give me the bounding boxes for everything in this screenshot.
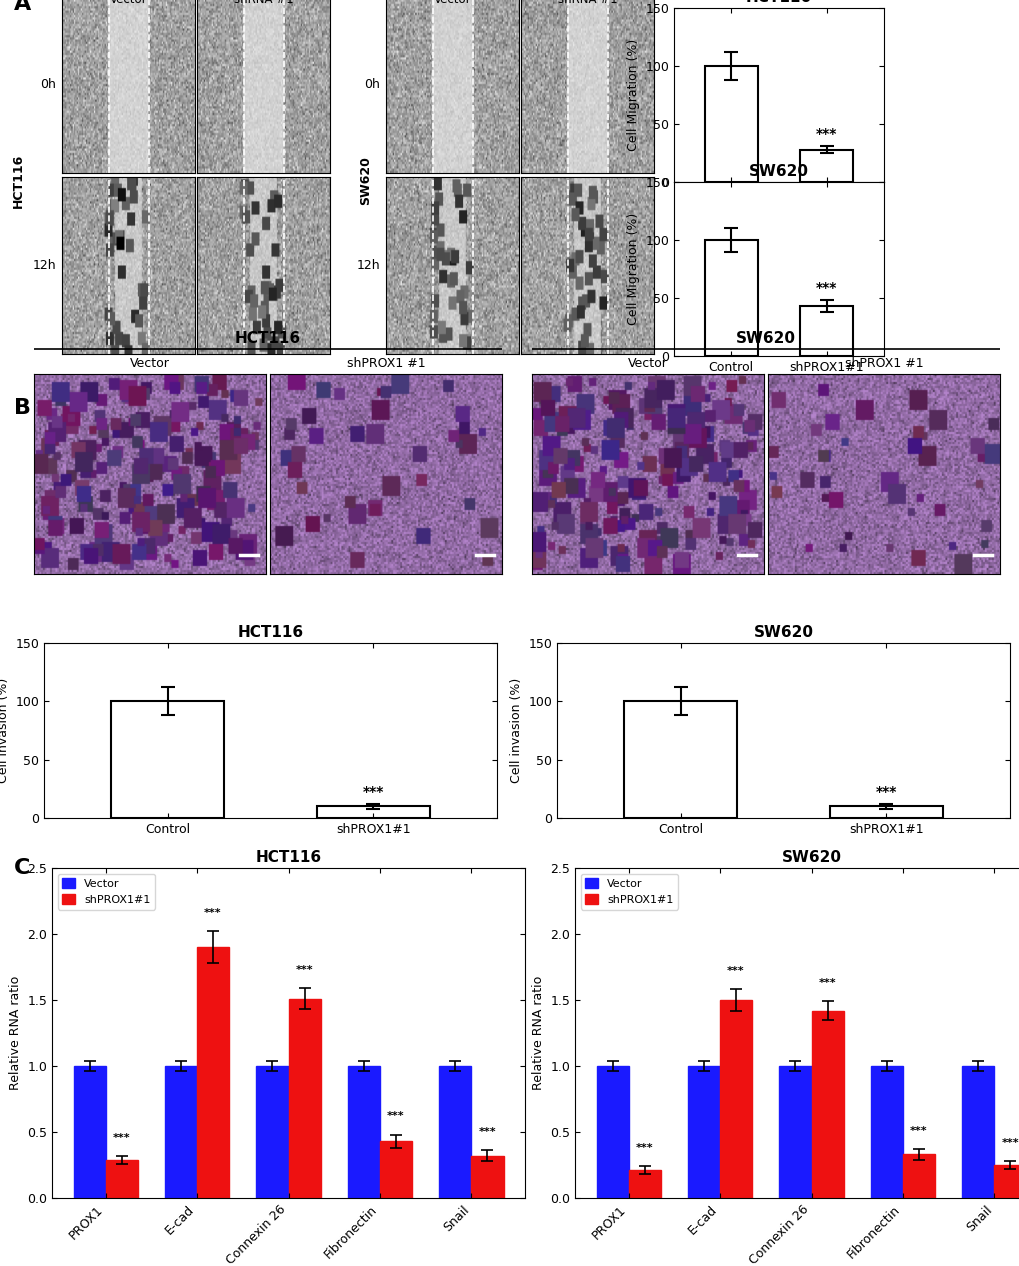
Title: SW620: SW620: [753, 625, 813, 641]
Bar: [829, 806, 943, 818]
Text: ***: ***: [815, 281, 837, 295]
Bar: [870, 1066, 902, 1198]
Bar: [317, 806, 430, 818]
Title: HCT116: HCT116: [255, 851, 321, 866]
Y-axis label: Relative RNA ratio: Relative RNA ratio: [8, 976, 21, 1090]
Text: shPROX1 #1: shPROX1 #1: [346, 357, 425, 370]
Title: HCT116: HCT116: [745, 0, 811, 5]
Text: ***: ***: [1001, 1138, 1018, 1148]
Text: ***: ***: [478, 1127, 496, 1137]
Bar: [256, 1066, 288, 1198]
Text: PROX1
shRNA #1: PROX1 shRNA #1: [557, 0, 616, 6]
Bar: [439, 1066, 471, 1198]
Bar: [380, 1141, 412, 1198]
Text: PROX1
shRNA #1: PROX1 shRNA #1: [233, 0, 293, 6]
Title: SW620: SW620: [781, 851, 841, 866]
Legend: Vector, shPROX1#1: Vector, shPROX1#1: [57, 874, 155, 909]
Bar: [779, 1066, 811, 1198]
Bar: [994, 1165, 1019, 1198]
Y-axis label: Relative RNA ratio: Relative RNA ratio: [531, 976, 544, 1090]
Text: Vector: Vector: [628, 357, 667, 370]
Text: shPROX1 #1: shPROX1 #1: [844, 357, 922, 370]
Bar: [719, 1000, 751, 1198]
Text: SW620: SW620: [736, 330, 795, 346]
Bar: [471, 1156, 503, 1198]
Title: SW620: SW620: [748, 165, 808, 180]
Text: ***: ***: [363, 785, 384, 799]
Bar: [628, 1170, 660, 1198]
Bar: [596, 1066, 628, 1198]
Text: ***: ***: [635, 1143, 653, 1153]
Bar: [197, 947, 229, 1198]
Text: ***: ***: [296, 965, 313, 975]
Bar: [73, 1066, 105, 1198]
Bar: [687, 1066, 719, 1198]
Bar: [624, 701, 737, 818]
Text: Vector: Vector: [433, 0, 471, 6]
Text: 0h: 0h: [40, 78, 56, 91]
Text: ***: ***: [818, 979, 836, 989]
Bar: [105, 1160, 138, 1198]
Legend: Vector, shPROX1#1: Vector, shPROX1#1: [580, 874, 678, 909]
Text: HCT116: HCT116: [11, 154, 24, 208]
Text: Vector: Vector: [110, 0, 147, 6]
Text: 12h: 12h: [33, 260, 56, 272]
Y-axis label: Cell Migration (%): Cell Migration (%): [626, 39, 639, 151]
Y-axis label: Cell invasion (%): Cell invasion (%): [0, 677, 10, 784]
Text: ***: ***: [875, 785, 897, 799]
Text: ***: ***: [113, 1133, 130, 1142]
Bar: [111, 701, 224, 818]
Text: A: A: [14, 0, 32, 14]
Text: HCT116: HCT116: [234, 330, 301, 346]
Title: HCT116: HCT116: [237, 625, 304, 641]
Text: B: B: [14, 398, 31, 418]
Bar: [811, 1010, 843, 1198]
Text: 12h: 12h: [356, 260, 380, 272]
Text: ***: ***: [909, 1125, 927, 1136]
Text: ***: ***: [387, 1112, 405, 1122]
Bar: [347, 1066, 380, 1198]
Bar: [800, 306, 852, 356]
Bar: [704, 66, 757, 182]
Bar: [704, 241, 757, 356]
Bar: [165, 1066, 197, 1198]
Text: SW620: SW620: [359, 157, 372, 205]
Bar: [962, 1066, 994, 1198]
Bar: [800, 149, 852, 182]
Text: ***: ***: [727, 966, 744, 976]
Text: ***: ***: [204, 908, 221, 918]
Bar: [288, 999, 320, 1198]
Bar: [902, 1155, 934, 1198]
Text: ***: ***: [815, 127, 837, 141]
Text: Vector: Vector: [130, 357, 170, 370]
Y-axis label: Cell invasion (%): Cell invasion (%): [510, 677, 522, 784]
Y-axis label: Cell Migration (%): Cell Migration (%): [626, 213, 639, 325]
Text: C: C: [14, 858, 31, 879]
Text: 0h: 0h: [364, 78, 380, 91]
